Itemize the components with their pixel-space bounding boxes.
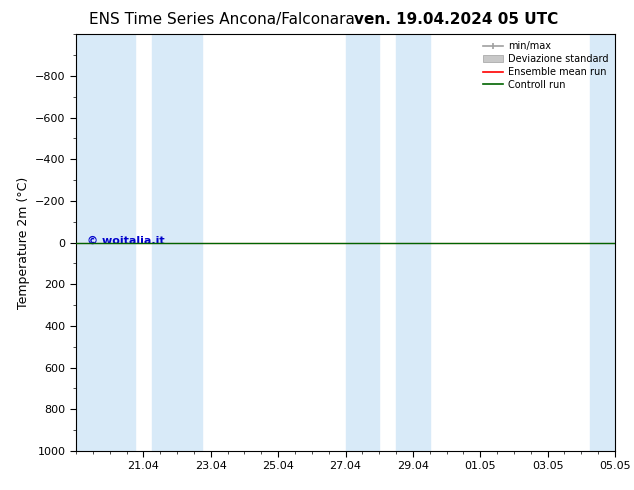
Bar <box>152 34 202 451</box>
Text: © woitalia.it: © woitalia.it <box>87 236 164 245</box>
Bar <box>346 34 379 451</box>
Bar <box>396 34 430 451</box>
Bar <box>590 34 615 451</box>
Text: ven. 19.04.2024 05 UTC: ven. 19.04.2024 05 UTC <box>354 12 559 27</box>
Legend: min/max, Deviazione standard, Ensemble mean run, Controll run: min/max, Deviazione standard, Ensemble m… <box>479 37 612 94</box>
Y-axis label: Temperature 2m (°C): Temperature 2m (°C) <box>16 176 30 309</box>
Bar <box>76 34 135 451</box>
Text: ENS Time Series Ancona/Falconara: ENS Time Series Ancona/Falconara <box>89 12 355 27</box>
